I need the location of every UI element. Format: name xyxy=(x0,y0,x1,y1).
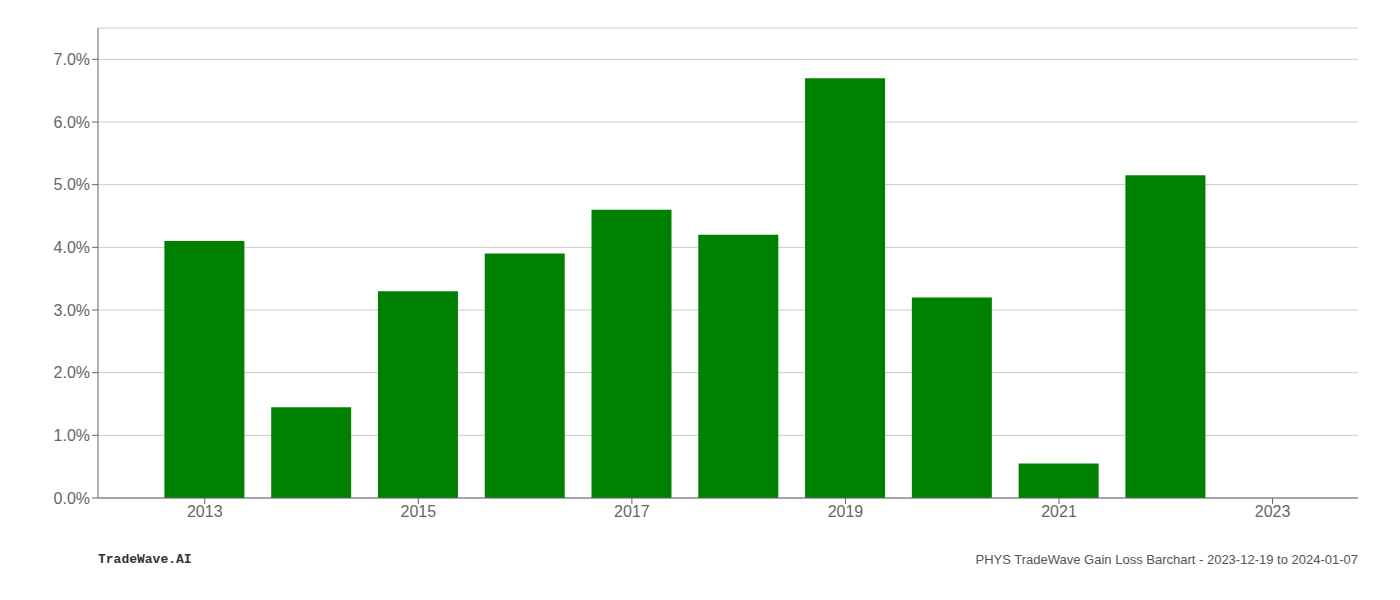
svg-text:7.0%: 7.0% xyxy=(54,51,90,68)
svg-text:2021: 2021 xyxy=(1041,503,1077,520)
svg-text:2.0%: 2.0% xyxy=(54,364,90,381)
svg-text:2023: 2023 xyxy=(1255,503,1291,520)
svg-text:6.0%: 6.0% xyxy=(54,114,90,131)
html-text:TradeWave.AI: TradeWave.AI xyxy=(98,552,192,567)
svg-text:0.0%: 0.0% xyxy=(54,490,90,507)
svg-text:2017: 2017 xyxy=(614,503,650,520)
svg-text:4.0%: 4.0% xyxy=(54,239,90,256)
svg-text:1.0%: 1.0% xyxy=(54,427,90,444)
svg-text:2013: 2013 xyxy=(187,503,223,520)
svg-text:3.0%: 3.0% xyxy=(54,302,90,319)
svg-text:2019: 2019 xyxy=(828,503,864,520)
svg-text:5.0%: 5.0% xyxy=(54,176,90,193)
svg-text:2015: 2015 xyxy=(401,503,437,520)
html-text:PHYS TradeWave Gain Loss Barch: PHYS TradeWave Gain Loss Barchart - 2023… xyxy=(975,552,1358,567)
